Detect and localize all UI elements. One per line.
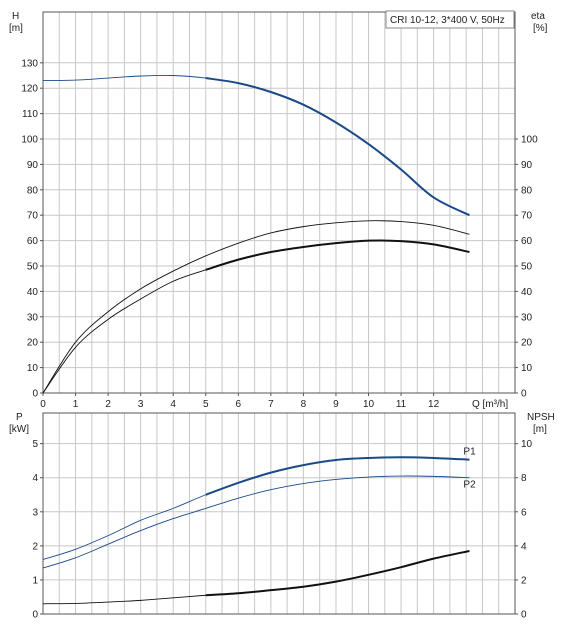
y-axis-unit-npsh: [m]	[533, 424, 547, 435]
chart-title-box	[385, 10, 515, 29]
series-line	[42, 74, 470, 216]
chart-title: CRI 10-12, 3*400 V, 50Hz	[390, 15, 505, 26]
y-right-tick-label: 40	[521, 287, 533, 298]
y-tick-label: 5	[32, 439, 38, 450]
upper-left-tick-labels: 0 10 20 30 40 50 60 70 80 90 100 110 120 130	[21, 58, 43, 400]
y-tick-label: 110	[22, 109, 38, 120]
x-tick-label: 0	[40, 399, 46, 410]
lower-series: P1 P2	[42, 447, 476, 605]
y-right-tick-label: 10	[521, 363, 533, 374]
series-label: P2	[463, 480, 476, 491]
series-line-operating-range	[205, 239, 470, 271]
x-tick-label: 2	[105, 399, 111, 410]
y-right-tick-label: 50	[521, 262, 533, 273]
x-tick-label: 3	[138, 399, 144, 410]
y-tick-label: 0	[32, 389, 38, 400]
y-right-tick-label: 90	[521, 160, 533, 171]
y-tick-label: 4	[32, 473, 38, 484]
y-tick-label: 10	[27, 363, 39, 374]
y-right-tick-label: 80	[521, 185, 533, 196]
x-tick-label: 10	[363, 399, 375, 410]
y-tick-label: 40	[27, 287, 39, 298]
y-right-tick-label: 0	[521, 610, 527, 621]
upper-series	[42, 74, 470, 394]
lower-right-tick-labels: 0 2 4 6 8 10	[515, 439, 533, 621]
x-axis-label: Q [m³/h]	[472, 399, 508, 410]
x-tick-label: 12	[428, 399, 440, 410]
x-tick-label: 4	[170, 399, 176, 410]
lower-left-tick-labels: 0 1 2 3 4 5	[32, 439, 43, 621]
x-tick-label: 8	[301, 399, 307, 410]
y-tick-label: 120	[21, 84, 38, 95]
y-right-tick-label: 30	[521, 312, 533, 323]
y-right-tick-label: 2	[521, 575, 527, 586]
y-tick-label: 100	[21, 135, 38, 146]
y-tick-label: 70	[27, 211, 39, 222]
y-tick-label: 90	[27, 160, 39, 171]
series-line	[42, 475, 470, 569]
y-right-tick-label: 0	[521, 389, 527, 400]
series-line-operating-range	[205, 456, 470, 496]
y-right-tick-label: 60	[521, 236, 533, 247]
y-axis-unit-eta: [%]	[533, 23, 548, 34]
x-tick-label: 11	[396, 399, 407, 410]
lower-plot-frame	[42, 412, 516, 615]
series-line	[42, 220, 470, 394]
y-axis-label-eta: eta	[531, 11, 545, 22]
y-tick-label: 2	[32, 541, 38, 552]
x-tick-label: 5	[203, 399, 209, 410]
y-right-tick-label: 20	[521, 338, 533, 349]
x-tick-label: 1	[73, 399, 79, 410]
series-label: P1	[463, 447, 476, 458]
x-tick-label: 9	[333, 399, 339, 410]
upper-plot-frame	[42, 11, 516, 394]
y-right-tick-label: 100	[521, 135, 538, 146]
lower-gridlines	[43, 413, 515, 614]
y-axis-label-h: H	[12, 11, 19, 22]
y-axis-label-npsh: NPSH	[527, 412, 555, 423]
y-right-tick-label: 4	[521, 541, 527, 552]
series-line-operating-range	[205, 77, 470, 217]
y-axis-unit-h: [m]	[9, 23, 23, 34]
lower-panel: 0 1 2 3 4 5 0 2 4 6 8 10 P1 P2 P [kW] NPSH [m]	[9, 412, 555, 621]
y-axis-unit-p: [kW]	[9, 424, 29, 435]
upper-right-tick-labels: 0 10 20 30 40 50 60 70 80 90 100	[515, 135, 538, 400]
y-right-tick-label: 70	[521, 211, 533, 222]
upper-gridlines	[43, 12, 515, 393]
y-axis-label-p: P	[16, 412, 23, 423]
y-tick-label: 130	[21, 58, 38, 69]
series-line-operating-range	[205, 549, 470, 597]
y-right-tick-label: 8	[521, 473, 527, 484]
y-right-tick-label: 10	[521, 439, 533, 450]
y-tick-label: 30	[27, 312, 39, 323]
y-right-tick-label: 6	[521, 507, 527, 518]
y-tick-label: 1	[32, 575, 38, 586]
x-tick-label: 7	[268, 399, 274, 410]
series-line	[42, 550, 470, 605]
y-tick-label: 50	[27, 262, 39, 273]
y-tick-label: 60	[27, 236, 39, 247]
y-tick-label: 20	[27, 338, 39, 349]
y-tick-label: 80	[27, 185, 39, 196]
x-tick-labels: 0 1 2 3 4 5 6 7 8 9 10 11 12	[40, 393, 440, 410]
x-tick-label: 6	[236, 399, 242, 410]
y-tick-label: 0	[32, 610, 38, 621]
y-tick-label: 3	[32, 507, 38, 518]
